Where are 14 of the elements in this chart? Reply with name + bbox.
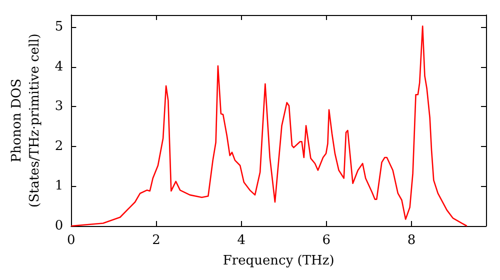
y-axis-title: Phonon DOS (States/THz·primitive cell) — [10, 33, 42, 208]
x-tick-label: 2 — [152, 233, 160, 248]
y-tick-label: 1 — [54, 178, 64, 194]
x-tick-label: 0 — [67, 233, 76, 248]
y-tick-label: 3 — [54, 99, 64, 114]
line-series — [70, 25, 468, 227]
y-tick-label: 5 — [54, 19, 64, 34]
y-tick-label: 0 — [54, 218, 64, 234]
x-tick-label: 8 — [407, 233, 416, 248]
x-tick-label: 4 — [237, 233, 246, 248]
y-tick-label: 4 — [54, 59, 64, 74]
x-tick-label: 6 — [322, 233, 331, 248]
x-axis-title: Frequency (THz) — [222, 253, 334, 268]
y-tick-label: 2 — [54, 138, 64, 154]
